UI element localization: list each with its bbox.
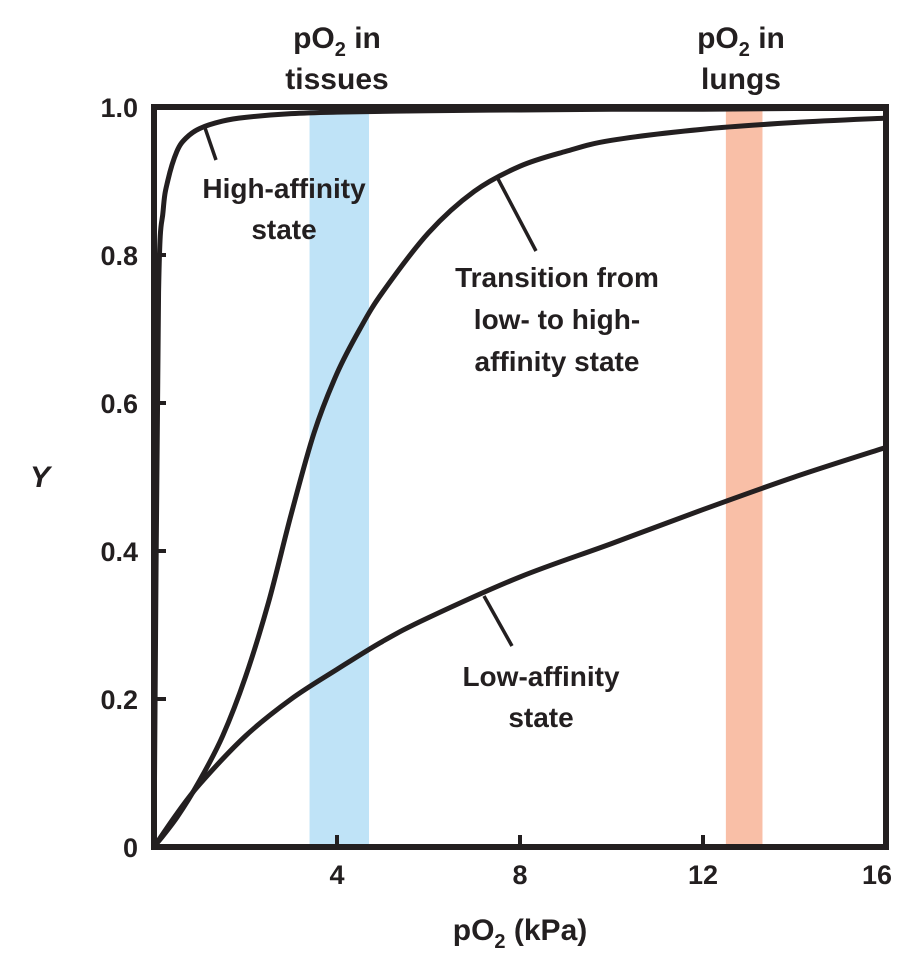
y-tick-label-1.0: 1.0 — [100, 93, 138, 123]
leader-transition — [495, 176, 538, 252]
bands-layer — [309, 107, 763, 847]
annotation-low-line1: Low-affinity — [462, 661, 620, 692]
leader-low — [482, 595, 514, 647]
band-label-lungs-sub: 2 — [739, 39, 750, 61]
annotation-high-line2: state — [251, 214, 316, 245]
band-label-lungs-line1: pO2 in — [697, 22, 785, 61]
band-lungs — [725, 107, 763, 847]
band-label-tissues-sub: 2 — [335, 39, 346, 61]
x-axis-title-sub: 2 — [494, 931, 505, 953]
band-label-tissues-rest: in — [346, 22, 381, 55]
band-label-tissues-base: pO — [293, 22, 335, 55]
y-ticks: 0 0.2 0.4 0.6 0.8 1.0 — [100, 93, 166, 863]
y-axis-title: Y — [30, 461, 53, 494]
band-label-lungs-line2: lungs — [701, 63, 781, 96]
curve-transition — [151, 115, 889, 850]
leaders-layer — [202, 124, 538, 647]
x-axis-title-rest: (kPa) — [506, 914, 588, 947]
x-ticks: 4 8 12 16 — [329, 835, 892, 890]
y-tick-label-0.4: 0.4 — [100, 537, 138, 567]
y-tick-label-0.2: 0.2 — [100, 685, 138, 715]
annotation-low-line2: state — [508, 702, 573, 733]
band-label-tissues-line1: pO2 in — [293, 22, 381, 61]
band-label-tissues-line2: tissues — [285, 63, 388, 96]
leader-high — [202, 124, 218, 161]
band-label-lungs-base: pO — [697, 22, 739, 55]
y-tick-label-0.8: 0.8 — [100, 241, 138, 271]
y-tick-label-0.6: 0.6 — [100, 389, 138, 419]
annotation-transition-line1: Transition from — [455, 262, 659, 293]
x-axis-title-base: pO — [453, 914, 495, 947]
x-tick-label-12: 12 — [688, 860, 718, 890]
annotation-transition-line3: affinity state — [475, 346, 640, 377]
curve-low — [151, 444, 889, 850]
annotation-transition-line2: low- to high- — [474, 304, 640, 335]
x-tick-label-4: 4 — [329, 860, 344, 890]
band-label-lungs-rest: in — [750, 22, 785, 55]
annotation-high-line1: High-affinity — [202, 173, 366, 204]
x-tick-label-8: 8 — [512, 860, 527, 890]
x-tick-label-16: 16 — [862, 860, 892, 890]
y-tick-label-0: 0 — [123, 833, 138, 863]
band-tissues — [309, 107, 370, 847]
x-axis-title: pO2 (kPa) — [453, 914, 588, 953]
